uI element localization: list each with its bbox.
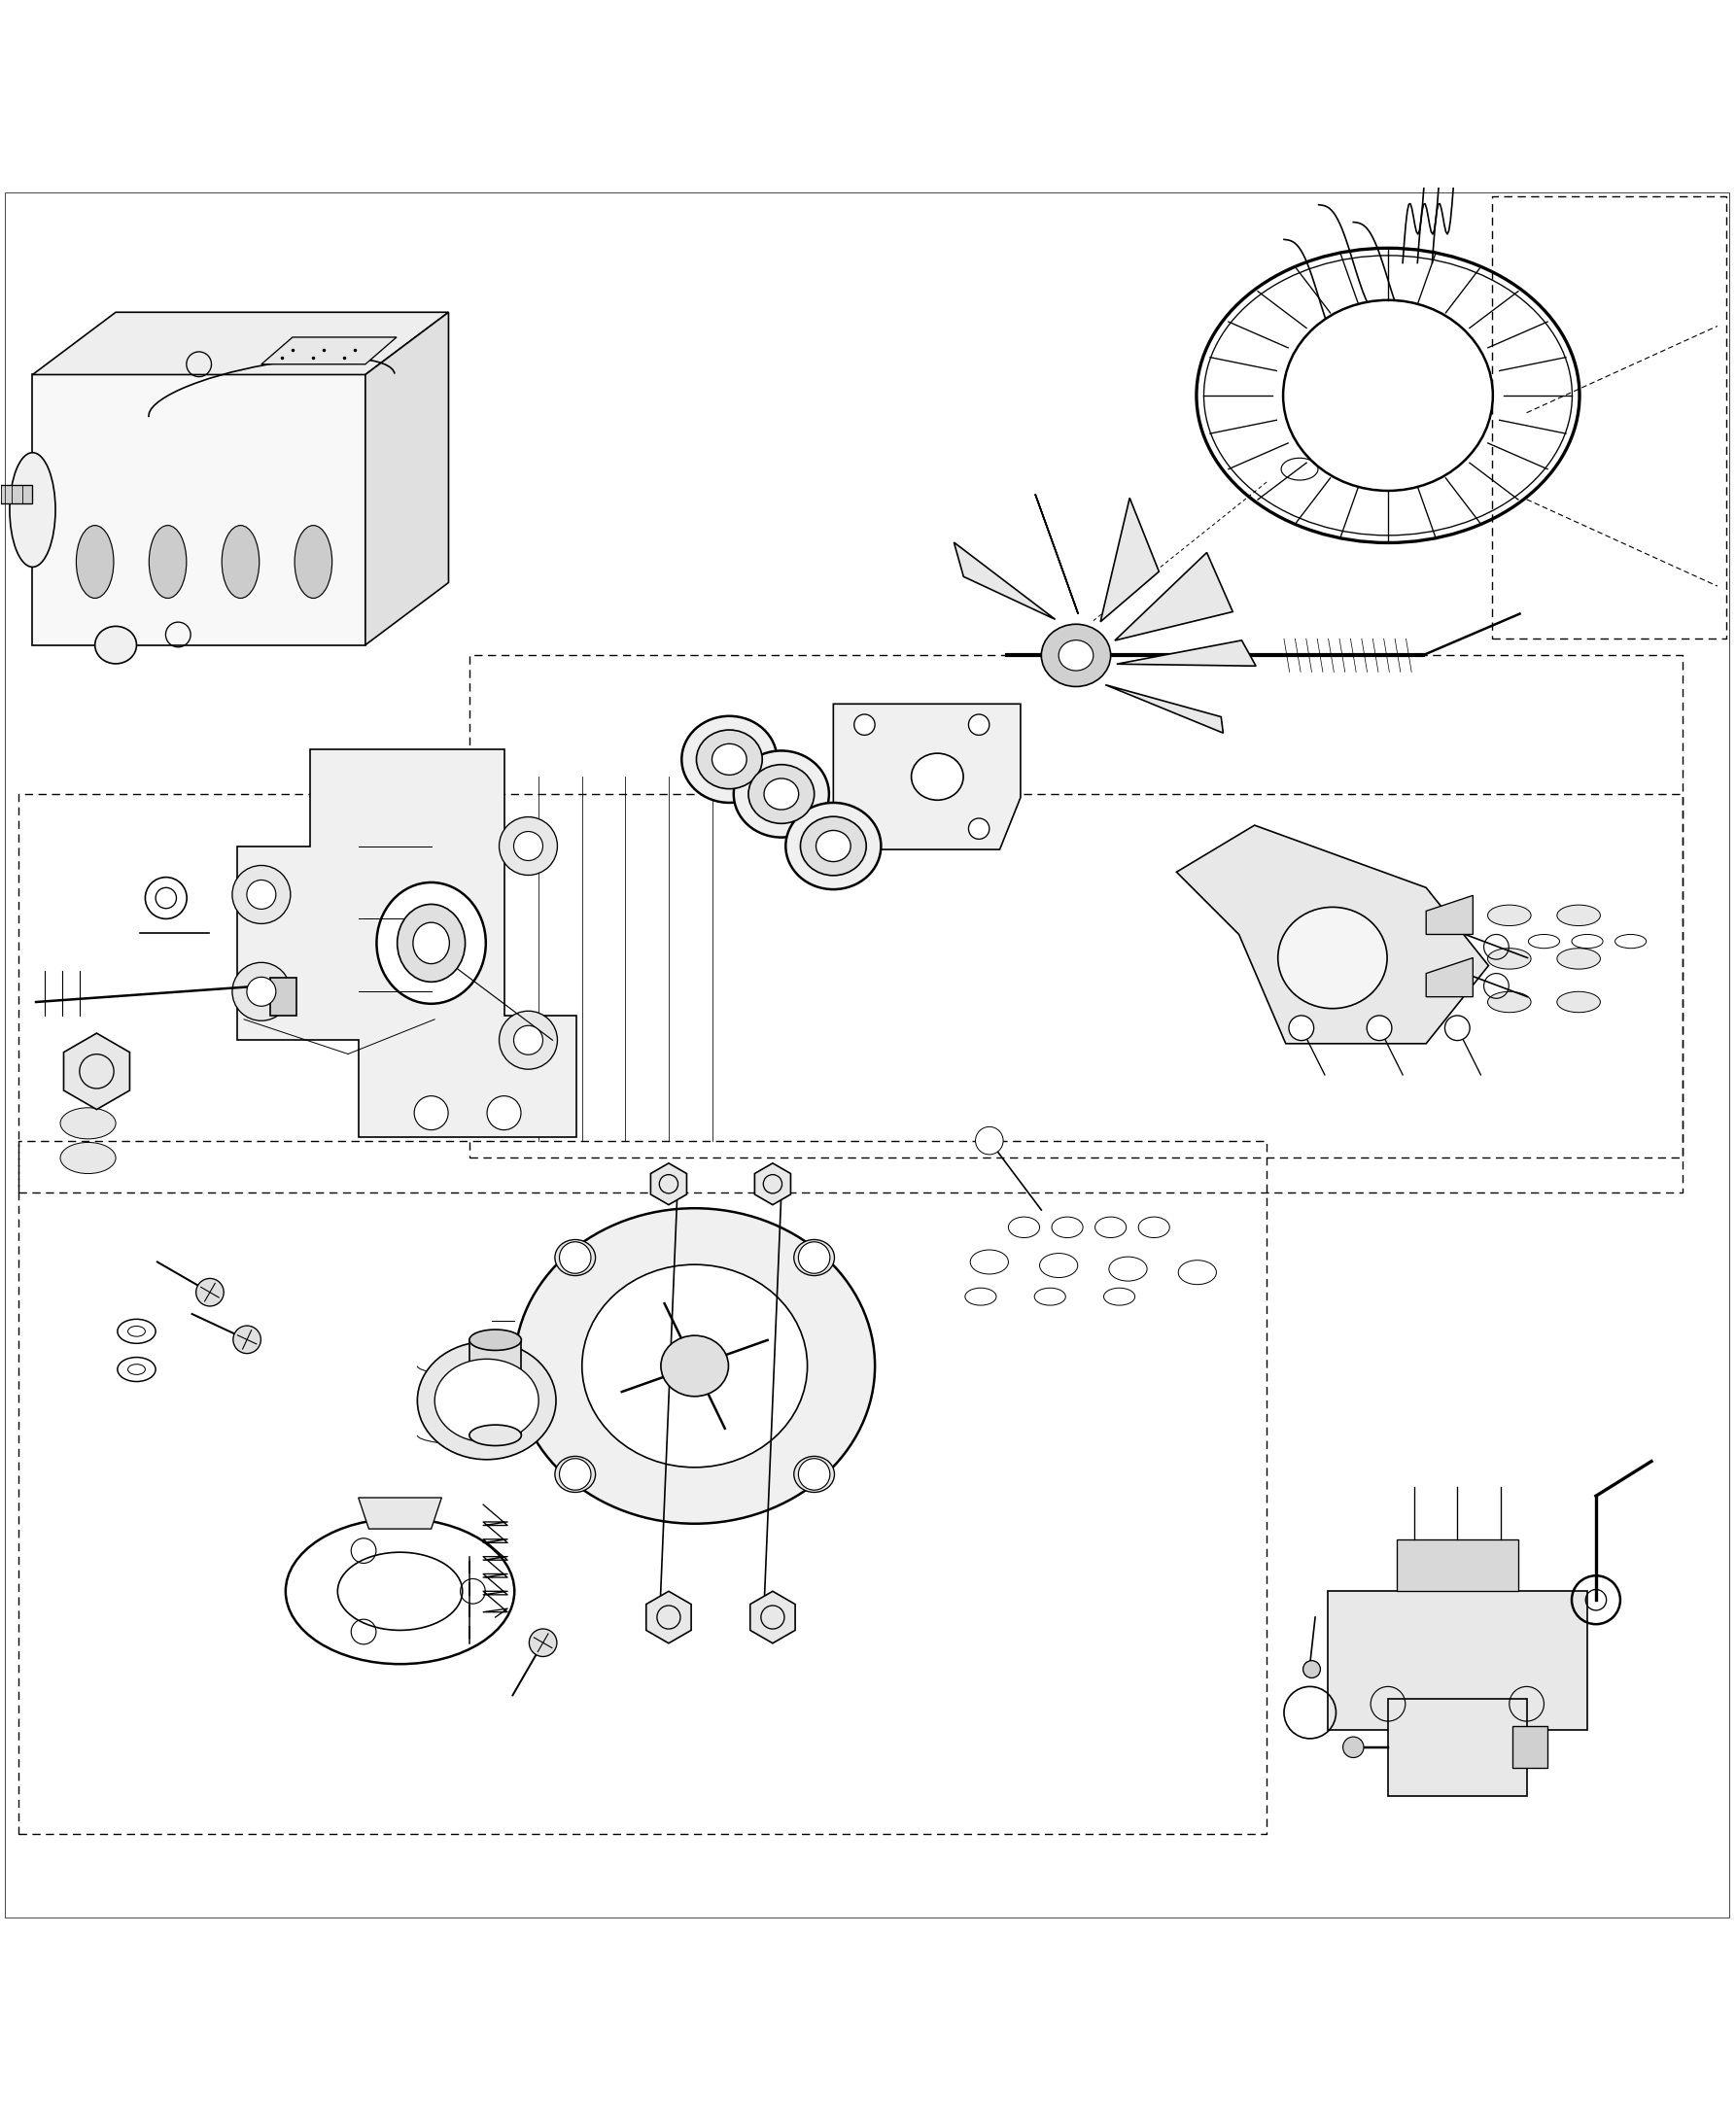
Circle shape [976,1128,1003,1155]
Polygon shape [33,312,448,375]
Ellipse shape [10,453,56,567]
Polygon shape [1116,641,1255,666]
Ellipse shape [1283,299,1493,491]
Polygon shape [750,1592,795,1644]
Circle shape [514,831,543,860]
Ellipse shape [696,729,762,788]
Polygon shape [358,1497,441,1528]
Ellipse shape [434,1360,538,1442]
Polygon shape [1106,685,1224,734]
Ellipse shape [556,1240,595,1275]
Circle shape [854,715,875,736]
Bar [1328,1592,1587,1731]
Ellipse shape [661,1336,729,1395]
Ellipse shape [76,525,113,599]
Ellipse shape [1488,904,1531,925]
Ellipse shape [556,1457,595,1492]
Bar [1512,1726,1547,1769]
Ellipse shape [734,750,830,837]
Bar [271,978,297,1016]
Circle shape [233,963,290,1020]
Ellipse shape [61,1107,116,1138]
Polygon shape [651,1164,687,1206]
Ellipse shape [413,923,450,963]
Polygon shape [1115,552,1233,641]
Ellipse shape [295,525,332,599]
Ellipse shape [398,904,465,982]
Polygon shape [755,1164,790,1206]
Polygon shape [0,485,33,504]
Polygon shape [33,375,365,645]
Bar [469,1341,521,1436]
Circle shape [196,1277,224,1307]
Ellipse shape [514,1208,875,1524]
Polygon shape [1101,497,1160,622]
Ellipse shape [1488,949,1531,970]
Polygon shape [953,542,1055,620]
Polygon shape [1425,957,1472,997]
Circle shape [233,866,290,923]
Ellipse shape [582,1265,807,1467]
Ellipse shape [748,765,814,824]
Ellipse shape [682,717,778,803]
Polygon shape [238,748,576,1136]
Bar [1389,1699,1526,1796]
Ellipse shape [1557,949,1601,970]
Polygon shape [1425,896,1472,934]
Circle shape [500,818,557,875]
Polygon shape [646,1592,691,1644]
Ellipse shape [793,1240,835,1275]
Polygon shape [365,312,448,645]
Circle shape [969,715,990,736]
Circle shape [1344,1737,1364,1758]
Circle shape [500,1012,557,1069]
Ellipse shape [417,1341,556,1459]
Circle shape [854,818,875,839]
Ellipse shape [469,1425,521,1446]
Ellipse shape [1557,991,1601,1012]
Circle shape [415,1096,448,1130]
Ellipse shape [793,1457,835,1492]
Ellipse shape [1042,624,1111,687]
Polygon shape [262,337,396,365]
Circle shape [514,1027,543,1054]
Ellipse shape [1557,904,1601,925]
Ellipse shape [1488,991,1531,1012]
Ellipse shape [1278,906,1387,1008]
Ellipse shape [222,525,259,599]
Ellipse shape [1059,641,1094,670]
Circle shape [247,976,276,1006]
Polygon shape [833,704,1021,850]
Circle shape [799,1242,830,1273]
Ellipse shape [786,803,880,890]
Ellipse shape [469,1330,521,1351]
Ellipse shape [95,626,137,664]
Circle shape [529,1629,557,1657]
Circle shape [559,1242,590,1273]
Ellipse shape [800,816,866,875]
Polygon shape [1177,824,1488,1043]
Ellipse shape [377,883,486,1003]
Circle shape [488,1096,521,1130]
Polygon shape [64,1033,130,1109]
Circle shape [1304,1661,1321,1678]
Bar [1397,1539,1517,1592]
Polygon shape [1035,493,1078,613]
Circle shape [247,879,276,909]
Circle shape [559,1459,590,1490]
Ellipse shape [911,753,963,801]
Circle shape [969,818,990,839]
Ellipse shape [764,778,799,809]
Circle shape [233,1326,260,1353]
Ellipse shape [816,831,851,862]
Ellipse shape [149,525,186,599]
Circle shape [1288,1016,1314,1041]
Ellipse shape [61,1143,116,1174]
Circle shape [1444,1016,1470,1041]
Circle shape [799,1459,830,1490]
Ellipse shape [712,744,746,776]
Circle shape [1366,1016,1392,1041]
